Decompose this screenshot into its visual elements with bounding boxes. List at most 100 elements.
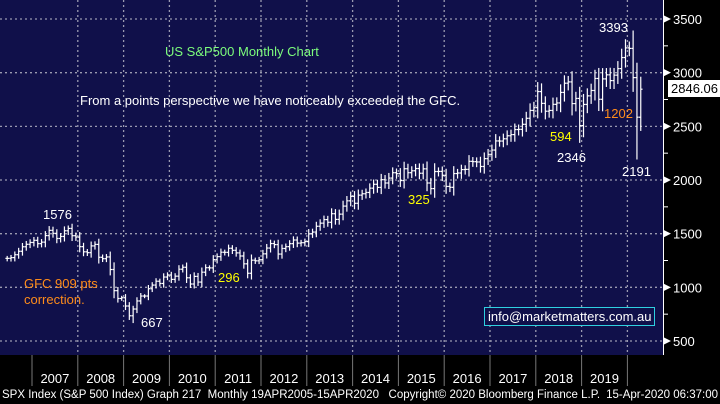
ohlc-bar [272, 240, 277, 249]
label-667: 667 [141, 315, 163, 330]
ohlc-bar [280, 244, 284, 259]
ohlc-bar [169, 271, 174, 284]
ohlc-bar [554, 97, 559, 112]
ohlc-bar [600, 68, 605, 112]
ohlc-bar [509, 129, 513, 142]
ohlc-bar [379, 173, 384, 195]
ohlc-bar [66, 225, 71, 236]
price-chart: 500 1000 1500 2000 2500 3000 3500 2007 2008 2009 2… [0, 0, 702, 386]
ohlc-bar [291, 236, 296, 248]
ohlc-bar [390, 167, 395, 185]
ohlc-bar [551, 97, 555, 119]
y-tick-label: 1000 [673, 280, 702, 295]
ohlc-bar [62, 226, 67, 242]
chart-title: US S&P500 Monthly Chart [165, 44, 319, 59]
ohlc-bar [303, 238, 307, 247]
ohlc-bar [409, 166, 414, 179]
ohlc-bar [230, 245, 235, 254]
ohlc-bar [192, 272, 197, 289]
ohlc-bar [535, 82, 540, 119]
ohlc-bar [306, 229, 311, 248]
footer-timestamp: 15-Apr-2020 06:37:00 [606, 389, 718, 401]
ohlc-bar [20, 242, 25, 256]
label-gfc-correction: correction. [24, 292, 85, 307]
ohlc-bar [74, 232, 78, 241]
x-tick-label: 2017 [498, 371, 527, 386]
ohlc-bar [463, 165, 467, 175]
ohlc-bar [467, 155, 471, 177]
ohlc-bar [337, 209, 342, 225]
ohlc-bar [96, 238, 101, 264]
ohlc-bar [348, 191, 353, 207]
ohlc-bar [322, 215, 326, 228]
ohlc-bar [394, 168, 399, 179]
x-tick-label: 2014 [361, 371, 390, 386]
ohlc-bar [284, 243, 288, 253]
ohlc-bar [196, 272, 200, 286]
email-link[interactable]: info@marketmatters.com.au [484, 307, 656, 326]
ohlc-bar [329, 208, 334, 229]
ohlc-bar [32, 237, 36, 247]
ohlc-bar [604, 68, 609, 87]
ohlc-bar [493, 134, 498, 158]
ohlc-bar [165, 272, 170, 281]
ohlc-bar [406, 163, 410, 179]
ohlc-bar [505, 130, 509, 146]
ohlc-bar [318, 219, 322, 231]
ohlc-bar [387, 172, 391, 190]
ohlc-bar [325, 215, 330, 227]
ohlc-bar [577, 86, 582, 143]
ohlc-bar [100, 254, 105, 263]
ohlc-bar [482, 152, 487, 174]
ohlc-bar [47, 226, 51, 241]
ohlc-bar [524, 111, 529, 132]
ohlc-bar [150, 282, 155, 293]
ohlc-bar [85, 249, 90, 257]
ohlc-bar [356, 189, 361, 210]
x-tick-label: 2010 [178, 371, 207, 386]
ohlc-bar [474, 157, 479, 168]
ohlc-bar [146, 284, 151, 301]
ohlc-bar [585, 88, 590, 114]
ohlc-bar [245, 259, 250, 279]
ohlc-bar [543, 96, 548, 120]
ohlc-bar [616, 61, 620, 84]
ohlc-bar [612, 68, 616, 90]
ohlc-bar [383, 175, 387, 189]
ohlc-bar [333, 209, 338, 225]
ohlc-bar [570, 71, 574, 116]
ohlc-bar [226, 244, 231, 257]
ohlc-bar [131, 305, 135, 324]
ohlc-bar [249, 254, 254, 280]
y-tick-label: 2000 [673, 173, 702, 188]
ohlc-bar [127, 302, 132, 320]
ohlc-bar [39, 239, 44, 248]
ohlc-bar [417, 163, 422, 180]
ohlc-bar [253, 257, 258, 264]
y-tick-label: 500 [673, 334, 695, 349]
ohlc-bar [425, 161, 429, 192]
ohlc-bar [516, 124, 521, 136]
ohlc-bar [451, 166, 456, 196]
ohlc-bar [257, 256, 261, 265]
ohlc-bar [43, 231, 48, 248]
x-tick-label: 2019 [590, 371, 619, 386]
ohlc-bar [558, 84, 563, 113]
y-tick-label: 2500 [673, 119, 702, 134]
ohlc-bar [295, 236, 300, 248]
x-tick-label: 2013 [315, 371, 344, 386]
ohlc-bar [486, 148, 490, 166]
plot-background [0, 0, 663, 355]
label-594: 594 [550, 129, 572, 144]
ohlc-bar [375, 179, 380, 193]
ohlc-bar [16, 247, 21, 259]
ohlc-bar [93, 241, 97, 250]
ohlc-bar [222, 249, 227, 256]
label-1202: 1202 [604, 106, 633, 121]
ohlc-bar [635, 62, 639, 160]
ohlc-bar [371, 179, 376, 194]
ohlc-bar [638, 76, 643, 131]
ohlc-bar [627, 41, 632, 57]
ohlc-bar [459, 164, 464, 179]
ohlc-bar [188, 274, 193, 288]
